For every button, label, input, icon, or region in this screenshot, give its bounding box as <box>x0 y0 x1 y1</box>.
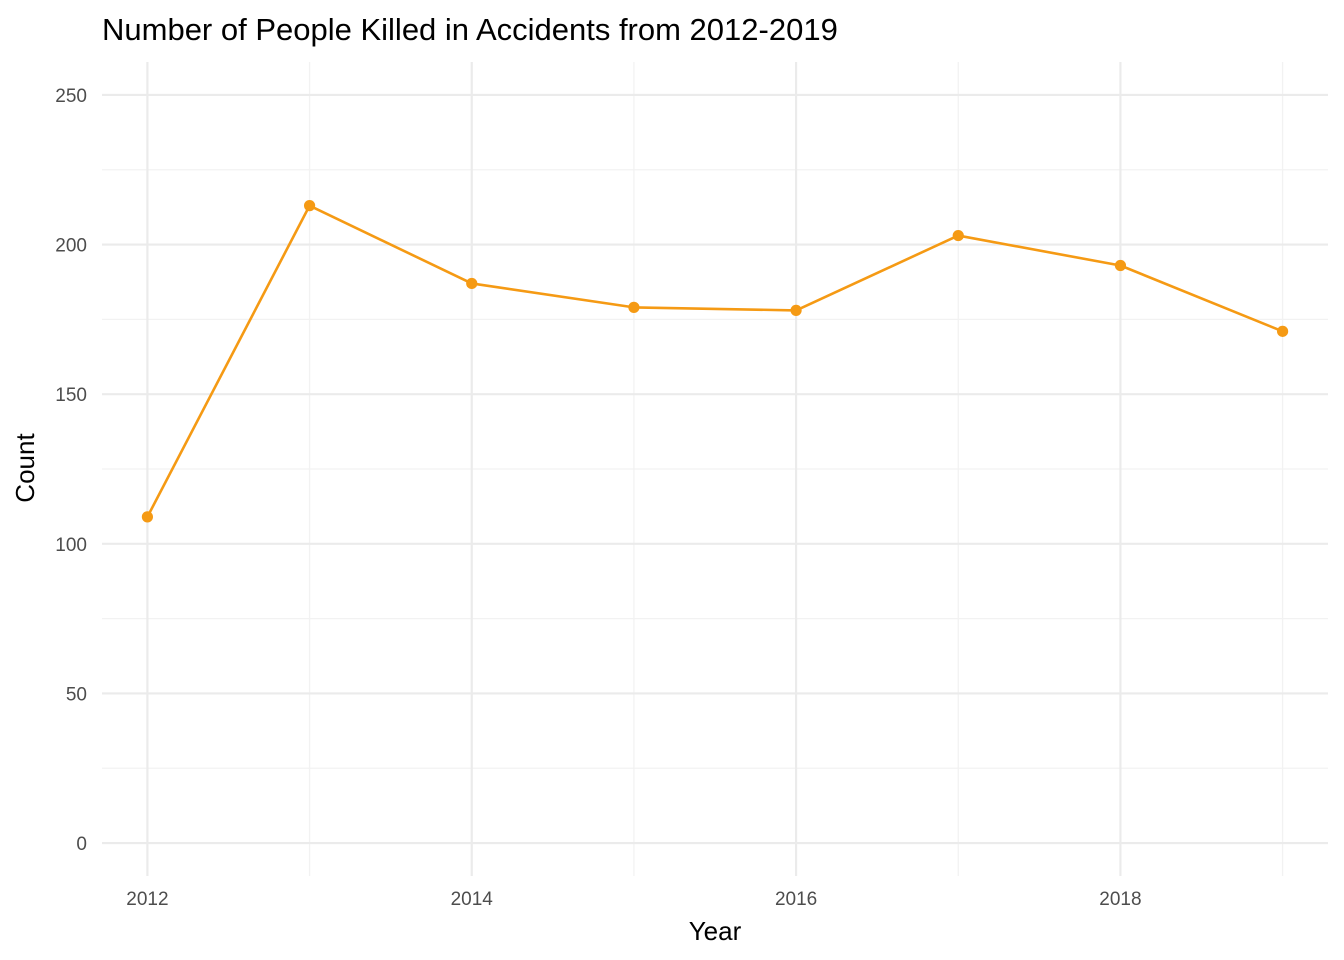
x-axis-ticks: 2012 2014 2016 2018 <box>126 889 1141 910</box>
data-point <box>303 200 316 212</box>
y-tick-label: 250 <box>55 86 87 107</box>
grid <box>102 62 1328 876</box>
y-axis-title: Count <box>10 433 40 503</box>
data-point <box>141 511 154 523</box>
y-tick-label: 200 <box>55 236 87 257</box>
x-tick-label: 2016 <box>775 889 817 910</box>
x-tick-label: 2012 <box>126 889 168 910</box>
y-tick-label: 0 <box>76 834 87 855</box>
y-tick-label: 50 <box>66 684 87 705</box>
data-point <box>466 277 478 290</box>
data-point <box>1114 259 1127 272</box>
data-point <box>1276 325 1289 337</box>
data-point <box>952 229 964 242</box>
x-axis-title: Year <box>689 916 742 946</box>
y-tick-label: 150 <box>55 385 87 406</box>
series-line <box>146 204 1284 519</box>
chart-title: Number of People Killed in Accidents fro… <box>102 12 838 47</box>
y-axis-ticks: 0 50 100 150 200 250 <box>55 86 87 855</box>
y-tick-label: 100 <box>55 535 87 556</box>
series <box>141 200 1289 523</box>
data-point <box>628 301 640 313</box>
x-tick-label: 2014 <box>451 889 494 910</box>
x-tick-label: 2018 <box>1099 889 1141 910</box>
data-point <box>790 304 802 316</box>
